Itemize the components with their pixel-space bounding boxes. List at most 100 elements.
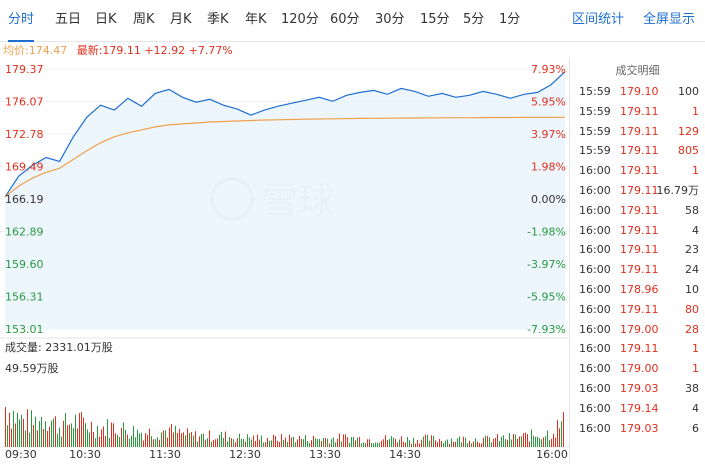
- volume-bar: [271, 440, 272, 447]
- volume-bar: [365, 443, 366, 447]
- volume-bar: [43, 428, 44, 447]
- volume-bar: [27, 409, 28, 447]
- volume-bar: [111, 422, 112, 447]
- volume-bar: [121, 427, 122, 447]
- volume-bar: [129, 438, 130, 447]
- tab-12[interactable]: 1分: [499, 12, 521, 27]
- volume-bar: [323, 438, 324, 447]
- volume-bar: [195, 431, 196, 447]
- volume-bar: [353, 437, 354, 447]
- tab-8[interactable]: 60分: [330, 12, 360, 27]
- volume-bar: [399, 439, 400, 447]
- tab-6[interactable]: 年K: [245, 12, 267, 27]
- intraday-chart[interactable]: 雪球179.37176.07172.78169.49166.19162.8915…: [0, 58, 569, 464]
- tab-5[interactable]: 季K: [207, 12, 229, 27]
- tab-3[interactable]: 周K: [133, 12, 155, 27]
- volume-bar: [201, 433, 202, 447]
- tab-11[interactable]: 5分: [463, 12, 485, 27]
- trade-time: 16:00: [579, 203, 611, 217]
- volume-bar: [55, 416, 56, 447]
- volume-bar: [277, 440, 278, 447]
- volume-bar: [45, 421, 46, 447]
- volume-bar: [525, 432, 526, 447]
- volume-bar: [61, 436, 62, 447]
- volume-bar: [249, 437, 250, 447]
- fullscreen-button[interactable]: 全屏显示: [643, 12, 696, 27]
- trade-price: 179.11: [620, 124, 659, 138]
- volume-bar: [185, 435, 186, 447]
- trade-time: 16:00: [579, 322, 611, 336]
- volume-bar: [289, 434, 290, 447]
- volume-bar: [117, 434, 118, 447]
- range-stats-button[interactable]: 区间统计: [572, 12, 625, 27]
- volume-bar: [471, 443, 472, 447]
- volume-bar: [441, 440, 442, 447]
- volume-bar: [463, 436, 464, 447]
- volume-bar: [285, 437, 286, 447]
- tab-9[interactable]: 30分: [375, 12, 405, 27]
- volume-bar: [309, 442, 310, 447]
- volume-bar: [267, 437, 268, 447]
- volume-bar: [423, 436, 424, 447]
- tab-10[interactable]: 15分: [420, 12, 450, 27]
- pct-tick-label: -1.98%: [527, 226, 566, 239]
- tab-4[interactable]: 月K: [170, 12, 192, 27]
- volume-bar: [413, 437, 414, 447]
- volume-bar: [149, 428, 150, 447]
- volume-bar: [57, 433, 58, 447]
- tab-0[interactable]: 分时: [8, 0, 35, 42]
- volume-bar: [233, 439, 234, 447]
- volume-bar: [363, 442, 364, 447]
- trade-volume: 10: [685, 282, 699, 296]
- volume-bar: [331, 439, 332, 447]
- tab-7[interactable]: 120分: [281, 12, 319, 27]
- volume-bar: [255, 440, 256, 447]
- trade-row: 16:00 179.11 4: [570, 221, 705, 241]
- trade-row: 16:00 179.00 1: [570, 359, 705, 379]
- volume-bar: [65, 413, 66, 447]
- volume-bar: [477, 441, 478, 447]
- trade-row: 16:00 179.11 80: [570, 300, 705, 320]
- volume-bar: [171, 423, 172, 447]
- volume-bar: [509, 433, 510, 447]
- trade-price: 179.11: [620, 243, 659, 257]
- trade-time: 15:59: [579, 144, 611, 158]
- volume-bar: [75, 414, 76, 447]
- trade-row: 16:00 179.11 58: [570, 201, 705, 221]
- volume-bar: [83, 417, 84, 447]
- volume-bar: [311, 440, 312, 447]
- volume-bar: [549, 439, 550, 447]
- volume-bar: [437, 442, 438, 447]
- volume-bar: [71, 423, 72, 447]
- volume-bar: [313, 435, 314, 447]
- tab-1[interactable]: 五日: [55, 12, 82, 27]
- trade-volume: 805: [678, 144, 699, 158]
- volume-bar: [401, 436, 402, 447]
- volume-bar: [459, 436, 460, 447]
- volume-bar: [519, 436, 520, 447]
- volume-bar: [141, 432, 142, 447]
- trade-volume: 38: [685, 381, 699, 395]
- volume-bar: [347, 437, 348, 447]
- volume-bar: [377, 442, 378, 447]
- volume-bar: [279, 442, 280, 447]
- volume-bar: [179, 428, 180, 447]
- volume-bar: [297, 439, 298, 447]
- volume-bar: [543, 437, 544, 447]
- tab-2[interactable]: 日K: [95, 12, 117, 27]
- volume-bar: [19, 419, 20, 447]
- trade-price: 179.11: [620, 164, 659, 178]
- volume-bar: [375, 442, 376, 447]
- volume-bar: [169, 427, 170, 447]
- trade-price: 179.11: [620, 263, 659, 277]
- volume-bar: [557, 420, 558, 447]
- volume-bar: [205, 439, 206, 447]
- volume-bar: [561, 421, 562, 447]
- volume-bar: [239, 433, 240, 447]
- price-line: [4, 71, 566, 198]
- volume-bar: [37, 430, 38, 447]
- volume-bar: [213, 439, 214, 447]
- volume-bar: [355, 440, 356, 447]
- volume-bar: [513, 433, 514, 447]
- volume-bar: [163, 430, 164, 447]
